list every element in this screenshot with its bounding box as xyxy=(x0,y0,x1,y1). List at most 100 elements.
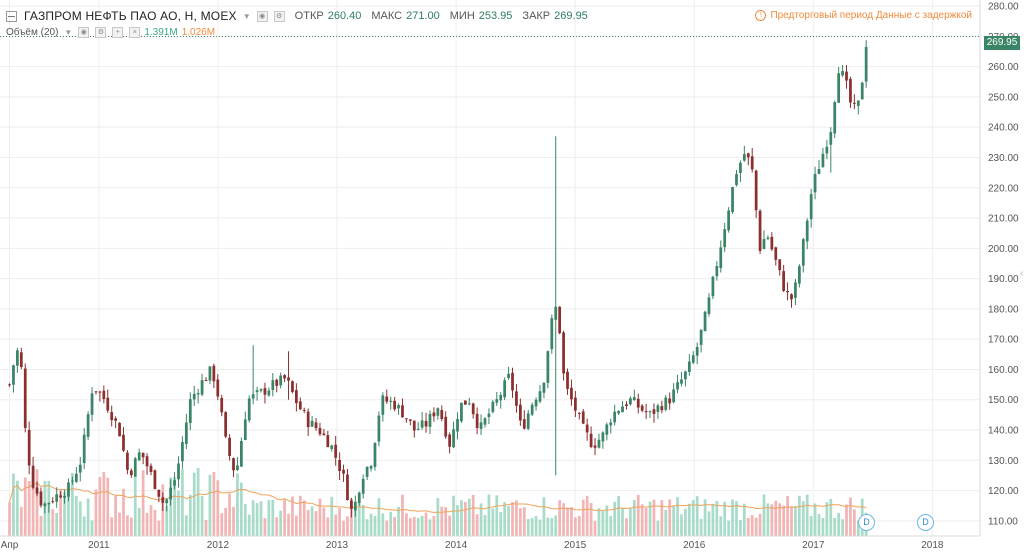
volume-bar xyxy=(495,495,499,536)
candle-body xyxy=(801,239,805,266)
volume-bar xyxy=(267,500,271,536)
volume-bar xyxy=(526,518,530,536)
candle-body xyxy=(196,393,200,395)
time-tick-label: 2016 xyxy=(683,540,706,551)
candle-body xyxy=(495,399,499,403)
volume-bar xyxy=(27,481,31,536)
chevron-down-icon[interactable]: ▼ xyxy=(64,28,73,37)
volume-indicator-label[interactable]: Объём (20) xyxy=(6,27,59,38)
candle-body xyxy=(228,437,231,456)
volume-bar xyxy=(817,514,821,536)
candle-body xyxy=(208,366,212,381)
high-value: 271.00 xyxy=(406,10,440,22)
candle-body xyxy=(526,413,530,429)
volume-bar xyxy=(852,509,856,536)
volume-bar xyxy=(515,500,518,536)
candle-body xyxy=(243,419,247,440)
candle-body xyxy=(94,391,98,393)
candle-body xyxy=(794,282,797,298)
candle-body xyxy=(82,434,86,464)
close-icon[interactable]: × xyxy=(129,27,141,38)
close-label: ЗАКР xyxy=(522,10,551,22)
volume-bar xyxy=(255,503,259,536)
candle-body xyxy=(255,390,259,393)
candle-body xyxy=(51,501,55,503)
volume-bar xyxy=(739,520,742,536)
candle-body xyxy=(684,371,687,380)
volume-bar xyxy=(735,501,738,536)
candle-body xyxy=(377,415,381,442)
chevron-down-icon[interactable]: ▼ xyxy=(242,11,251,21)
volume-bar xyxy=(821,518,825,536)
volume-bar xyxy=(558,500,562,536)
volume-bar xyxy=(581,499,585,536)
volume-bar xyxy=(758,513,762,536)
candle-body xyxy=(695,346,699,356)
scale-handle-icon[interactable]: ‹ xyxy=(1020,268,1024,279)
candle-body xyxy=(460,402,463,422)
eye-icon[interactable]: ◉ xyxy=(78,27,90,38)
candle-body xyxy=(577,412,581,414)
candle-body xyxy=(660,406,664,411)
collapse-icon[interactable] xyxy=(6,10,17,22)
volume-bar xyxy=(511,502,514,536)
volume-bar xyxy=(420,515,424,536)
candle-body xyxy=(629,398,632,405)
volume-bar xyxy=(542,497,546,536)
volume-bar xyxy=(149,505,153,536)
candle-body xyxy=(762,239,766,250)
eye-icon[interactable]: ◉ xyxy=(256,10,268,22)
candle-body xyxy=(766,237,770,239)
volume-bar xyxy=(177,490,180,536)
candle-body xyxy=(562,332,565,374)
symbol-title[interactable]: ГАЗПРОМ НЕФТЬ ПАО АО, Н, MOEX xyxy=(24,9,237,23)
volume-bar xyxy=(601,511,605,536)
time-tick-label: 2011 xyxy=(88,540,110,551)
candle-body xyxy=(322,433,326,436)
volume-bar xyxy=(809,515,813,536)
candle-body xyxy=(149,465,153,472)
candle-body xyxy=(122,434,125,451)
candle-body xyxy=(511,372,514,391)
volume-bar xyxy=(224,507,228,536)
candle-body xyxy=(287,377,290,381)
candle-body xyxy=(428,413,432,427)
dividend-marker[interactable]: D xyxy=(858,514,875,531)
time-tick-label: 2013 xyxy=(326,540,349,551)
candle-body xyxy=(361,478,365,494)
volume-bar xyxy=(766,503,770,536)
low-value: 253.95 xyxy=(478,10,513,22)
candle-body xyxy=(727,210,731,231)
candle-body xyxy=(330,445,334,449)
candle-body xyxy=(346,474,349,500)
price-tick-label: 240.00 xyxy=(988,123,1019,134)
volume-bar xyxy=(797,495,801,536)
candle-body xyxy=(318,428,322,435)
volume-bar xyxy=(82,516,86,536)
candle-body xyxy=(467,403,471,405)
delay-notice: ! Предторговый период Данные с задержкой xyxy=(755,10,972,21)
candle-body xyxy=(479,422,483,429)
volume-bar xyxy=(444,507,448,536)
volume-bar xyxy=(236,473,239,536)
settings-icon[interactable]: ⚙ xyxy=(273,10,285,22)
volume-bar xyxy=(609,515,613,536)
candle-body xyxy=(326,435,330,448)
high-label: МАКС xyxy=(371,10,403,22)
open-label: ОТКР xyxy=(294,10,324,22)
time-tick-label: 2018 xyxy=(921,540,944,551)
volume-bar xyxy=(232,506,235,536)
volume-bar xyxy=(845,504,848,536)
volume-bar xyxy=(405,513,408,536)
volume-bar xyxy=(243,504,247,536)
volume-bar xyxy=(566,507,569,536)
candle-body xyxy=(731,187,734,213)
candle-body xyxy=(86,414,90,437)
dividend-marker[interactable]: D xyxy=(917,514,934,531)
add-icon[interactable]: + xyxy=(112,27,124,38)
volume-bar xyxy=(534,516,538,536)
settings-icon[interactable]: ⚙ xyxy=(95,27,107,38)
candle-body xyxy=(236,465,239,471)
candle-body xyxy=(656,405,660,413)
